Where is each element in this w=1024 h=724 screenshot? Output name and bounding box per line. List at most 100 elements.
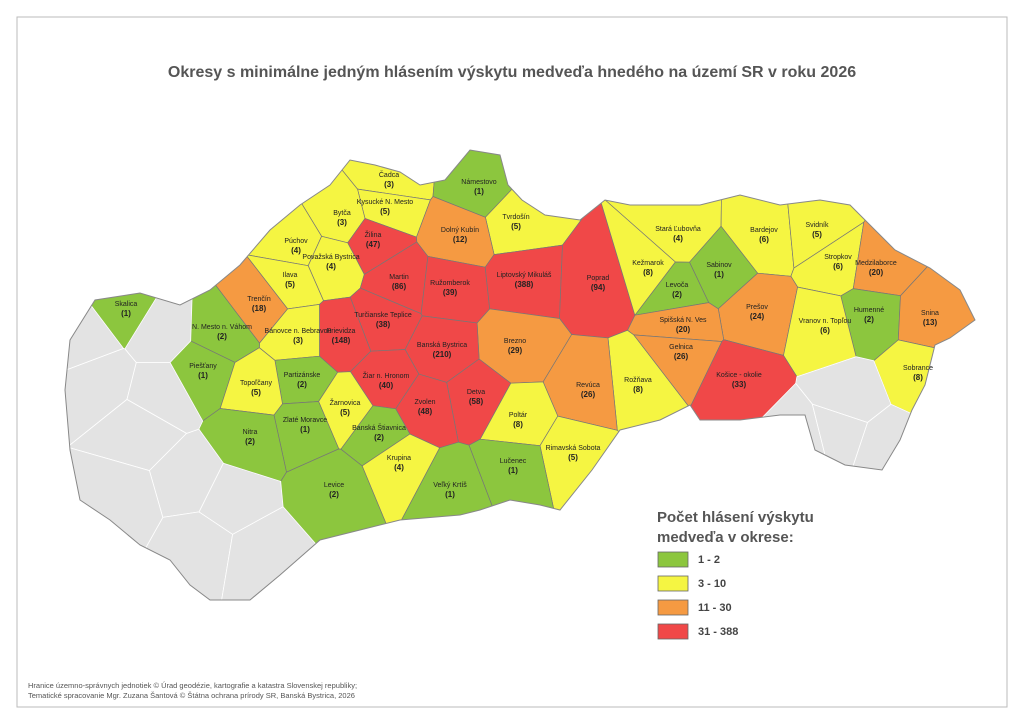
district-name: Levice bbox=[324, 482, 344, 489]
district-count: (58) bbox=[469, 397, 484, 406]
district-count: (1) bbox=[508, 466, 518, 475]
district-name: Turčianske Teplice bbox=[354, 312, 412, 319]
district-name: Sobrance bbox=[903, 365, 933, 372]
district-count: (5) bbox=[285, 280, 295, 289]
footer-line: Tematické spracovanie Mgr. Zuzana Šantov… bbox=[28, 691, 355, 700]
district-count: (26) bbox=[674, 352, 689, 361]
district-count: (40) bbox=[379, 381, 394, 390]
district-labels: Čadca(3) Námestovo(1)Kysucké N. Mesto(5)B… bbox=[115, 170, 939, 499]
district-name: Prešov bbox=[746, 304, 768, 311]
district-name: Skalica bbox=[115, 301, 138, 308]
district-name: Trenčín bbox=[247, 296, 271, 303]
district-name: Banská Štiavnica bbox=[352, 423, 406, 432]
district-name: N. Mesto n. Váhom bbox=[192, 324, 252, 331]
district-name: Vranov n. Topľou bbox=[799, 318, 852, 325]
district-name: Martin bbox=[389, 274, 409, 281]
legend-swatch bbox=[657, 599, 689, 616]
district-count: (3) bbox=[337, 218, 347, 227]
district-count: (2) bbox=[245, 437, 255, 446]
district-count: (6) bbox=[820, 326, 830, 335]
district-name: Brezno bbox=[504, 338, 526, 345]
district-count: (2) bbox=[329, 490, 339, 499]
district-name: Poprad bbox=[587, 275, 610, 282]
district-count: (8) bbox=[633, 385, 643, 394]
district-name: Kežmarok bbox=[632, 260, 664, 267]
footer-line: Hranice územno-správnych jednotiek © Úra… bbox=[28, 681, 357, 690]
district-name: Banská Bystrica bbox=[417, 342, 467, 349]
district-count: (1) bbox=[445, 490, 455, 499]
district-count: (2) bbox=[864, 315, 874, 324]
district-count: (47) bbox=[366, 240, 381, 249]
district-name: Svidník bbox=[806, 222, 829, 229]
district-count: (5) bbox=[340, 408, 350, 417]
district-count: (210) bbox=[433, 350, 452, 359]
district-name: Zlaté Moravce bbox=[283, 417, 327, 424]
district-count: (20) bbox=[676, 325, 691, 334]
district-count: (3) bbox=[384, 180, 394, 189]
district-count: (18) bbox=[252, 304, 267, 313]
district-count: (5) bbox=[380, 207, 390, 216]
district-count: (2) bbox=[297, 380, 307, 389]
district-name: Košice - okolie bbox=[716, 372, 762, 379]
district-count: (94) bbox=[591, 283, 606, 292]
legend-swatch bbox=[657, 575, 689, 592]
district-count: (148) bbox=[332, 336, 351, 345]
district-count: (1) bbox=[300, 425, 310, 434]
district-count: (1) bbox=[714, 270, 724, 279]
legend-label: 31 - 388 bbox=[698, 626, 738, 638]
district-count: (33) bbox=[732, 380, 747, 389]
legend-label: 3 - 10 bbox=[698, 578, 726, 590]
district-name: Ilava bbox=[283, 272, 298, 279]
district-name: Detva bbox=[467, 389, 485, 396]
district-count: (5) bbox=[511, 222, 521, 231]
district-name: Prievidza bbox=[327, 328, 356, 335]
district-name: Žarnovica bbox=[330, 398, 361, 407]
legend-title: medveďa v okrese: bbox=[657, 529, 794, 546]
district-name: Zvolen bbox=[414, 399, 435, 406]
district-name: Sabinov bbox=[706, 262, 732, 269]
district-name: Námestovo bbox=[461, 179, 497, 186]
country-outline bbox=[64, 149, 976, 601]
district-name: Žiar n. Hronom bbox=[363, 371, 410, 380]
district-name: Rimavská Sobota bbox=[546, 445, 601, 452]
district-count: (388) bbox=[515, 280, 534, 289]
map-title: Okresy s minimálne jedným hlásením výsky… bbox=[168, 64, 856, 81]
district-count: (12) bbox=[453, 235, 468, 244]
district-name: Tvrdošín bbox=[502, 214, 529, 221]
district-name: Nitra bbox=[243, 429, 258, 436]
district-count: (26) bbox=[581, 390, 596, 399]
district-name: Spišská N. Ves bbox=[659, 317, 707, 324]
district-name: Topoľčany bbox=[240, 380, 273, 387]
district-count: (38) bbox=[376, 320, 391, 329]
district-name: Partizánske bbox=[284, 372, 321, 379]
district-name: Dolný Kubín bbox=[441, 227, 479, 234]
district-name: Medzilaborce bbox=[855, 260, 897, 267]
district-name: Liptovský Mikuláš bbox=[497, 272, 552, 279]
district-count: (4) bbox=[394, 463, 404, 472]
district-name: Gelnica bbox=[669, 344, 693, 351]
district-count: (1) bbox=[198, 371, 208, 380]
district-name: Levoča bbox=[666, 282, 689, 289]
district-count: (8) bbox=[913, 373, 923, 382]
district-name: Poltár bbox=[509, 412, 528, 419]
district-name: Bytča bbox=[333, 210, 351, 217]
district-name: Kysucké N. Mesto bbox=[357, 199, 414, 206]
legend-title: Počet hlásení výskytu bbox=[657, 509, 814, 526]
district-name: Stropkov bbox=[824, 254, 852, 261]
district-name: Rožňava bbox=[624, 377, 652, 384]
legend-swatch bbox=[657, 551, 689, 568]
district-count: (24) bbox=[750, 312, 765, 321]
district-name: Veľký Krtíš bbox=[433, 482, 467, 489]
region-no-reports bbox=[198, 462, 284, 535]
district-count: (5) bbox=[812, 230, 822, 239]
district-count: (6) bbox=[759, 235, 769, 244]
district-name: Ružomberok bbox=[430, 280, 470, 287]
district-name: Žilina bbox=[365, 230, 382, 239]
district-count: (1) bbox=[121, 309, 131, 318]
district-count: (6) bbox=[833, 262, 843, 271]
district-name: Lučenec bbox=[500, 458, 527, 465]
district-name: Krupina bbox=[387, 455, 411, 462]
legend-swatch bbox=[657, 623, 689, 640]
